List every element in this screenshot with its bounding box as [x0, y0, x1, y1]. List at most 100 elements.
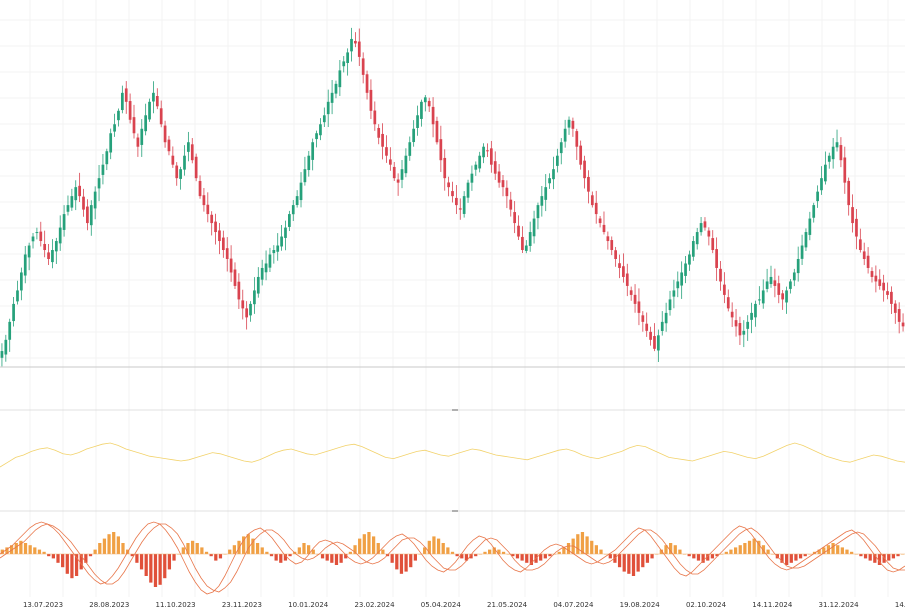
histogram-bar: [701, 554, 705, 563]
panel-resize-handle-1[interactable]: [452, 409, 458, 411]
candle-body: [229, 258, 233, 273]
histogram-bar: [269, 554, 274, 557]
histogram-bar: [840, 547, 844, 554]
candle-body: [171, 155, 175, 165]
histogram-bar: [738, 545, 742, 554]
candle-body: [416, 115, 419, 128]
candle-body: [194, 156, 198, 179]
histogram-bar: [381, 549, 385, 554]
histogram-bar: [409, 554, 413, 568]
candle-body: [284, 227, 287, 238]
candle-body: [824, 164, 827, 182]
histogram-bar: [107, 534, 111, 554]
histogram-bar: [822, 547, 826, 554]
histogram-bar: [669, 543, 673, 554]
histogram-bar: [622, 554, 626, 572]
candle-body: [20, 272, 23, 291]
candle-body: [260, 267, 264, 280]
candle-body: [470, 173, 474, 183]
candle-body: [660, 321, 664, 331]
candle-body: [291, 205, 295, 215]
histogram-bar: [678, 549, 682, 554]
histogram-bar: [562, 547, 566, 554]
candle-body: [723, 284, 726, 295]
histogram-bar: [190, 540, 195, 554]
candle-body: [167, 139, 171, 152]
candle-body: [70, 196, 74, 208]
candle-body: [820, 178, 823, 191]
histogram-bar: [896, 554, 900, 557]
candle-body: [501, 180, 505, 188]
candle-body: [583, 160, 586, 179]
candle-body: [210, 214, 214, 224]
histogram-bar: [330, 554, 334, 563]
histogram-bar: [859, 554, 863, 557]
candle-body: [563, 128, 567, 142]
candle-body: [757, 299, 761, 301]
candle-body: [466, 182, 470, 198]
histogram-bar: [255, 543, 260, 554]
histogram-bar: [845, 549, 849, 554]
histogram-bar: [515, 554, 520, 559]
candle-body: [43, 243, 47, 251]
histogram-bar: [158, 554, 162, 585]
histogram-bar: [311, 549, 315, 554]
candle-body: [253, 290, 256, 305]
histogram-bar: [891, 554, 896, 559]
histogram-bar: [144, 554, 148, 576]
candle-body: [610, 240, 614, 251]
candle-body: [136, 137, 140, 147]
histogram-bar: [752, 538, 756, 554]
histogram-bar: [246, 534, 250, 554]
histogram-bar: [525, 554, 529, 563]
candle-body: [878, 279, 882, 286]
candle-body: [101, 164, 105, 175]
candle-body: [816, 191, 819, 202]
candle-body: [474, 164, 478, 170]
candle-body: [241, 300, 245, 309]
candle-body: [711, 238, 715, 251]
candle-body: [843, 157, 847, 183]
candle-body: [288, 214, 291, 227]
histogram-bar: [413, 554, 417, 561]
candle-body: [602, 224, 606, 233]
candle-body: [544, 187, 548, 200]
candle-body: [431, 106, 435, 125]
candle-body: [16, 290, 19, 302]
candle-body: [773, 280, 777, 286]
candle-body: [808, 218, 812, 235]
histogram-bar: [14, 543, 18, 554]
candle-body: [594, 202, 598, 215]
x-tick-label: 28.08.2023: [89, 601, 129, 609]
x-tick-label: 14.11.2024: [752, 601, 793, 609]
candle-body: [777, 283, 781, 295]
histogram-bar: [659, 549, 663, 554]
histogram-bar: [580, 532, 585, 554]
candle-body: [614, 250, 617, 259]
candle-body: [827, 155, 831, 162]
candle-body: [789, 281, 792, 289]
candle-body: [676, 281, 680, 289]
x-axis: 13.07.2023 28.08.2023 11.10.2023 23.11.2023…: [23, 601, 905, 609]
macd-line: [0, 521, 905, 595]
histogram-bar: [186, 543, 190, 554]
histogram-bar: [617, 554, 622, 568]
candle-body: [800, 245, 804, 259]
candle-body: [385, 147, 388, 156]
candle-body: [746, 321, 750, 329]
candle-body: [163, 125, 167, 143]
histogram-bar: [260, 547, 264, 554]
candle-body: [202, 195, 206, 206]
candle-body: [443, 157, 447, 179]
candle-body: [373, 110, 377, 125]
oscillator-panel: [0, 442, 905, 468]
candle-body: [276, 245, 280, 252]
candle-body: [804, 232, 808, 248]
histogram-bar: [121, 543, 125, 554]
histogram-bar: [358, 538, 362, 554]
candle-body: [109, 133, 113, 153]
candle-body: [256, 276, 260, 294]
candle-body: [559, 142, 563, 154]
histogram-bar: [265, 551, 269, 554]
panel-resize-handle-2[interactable]: [452, 510, 458, 512]
